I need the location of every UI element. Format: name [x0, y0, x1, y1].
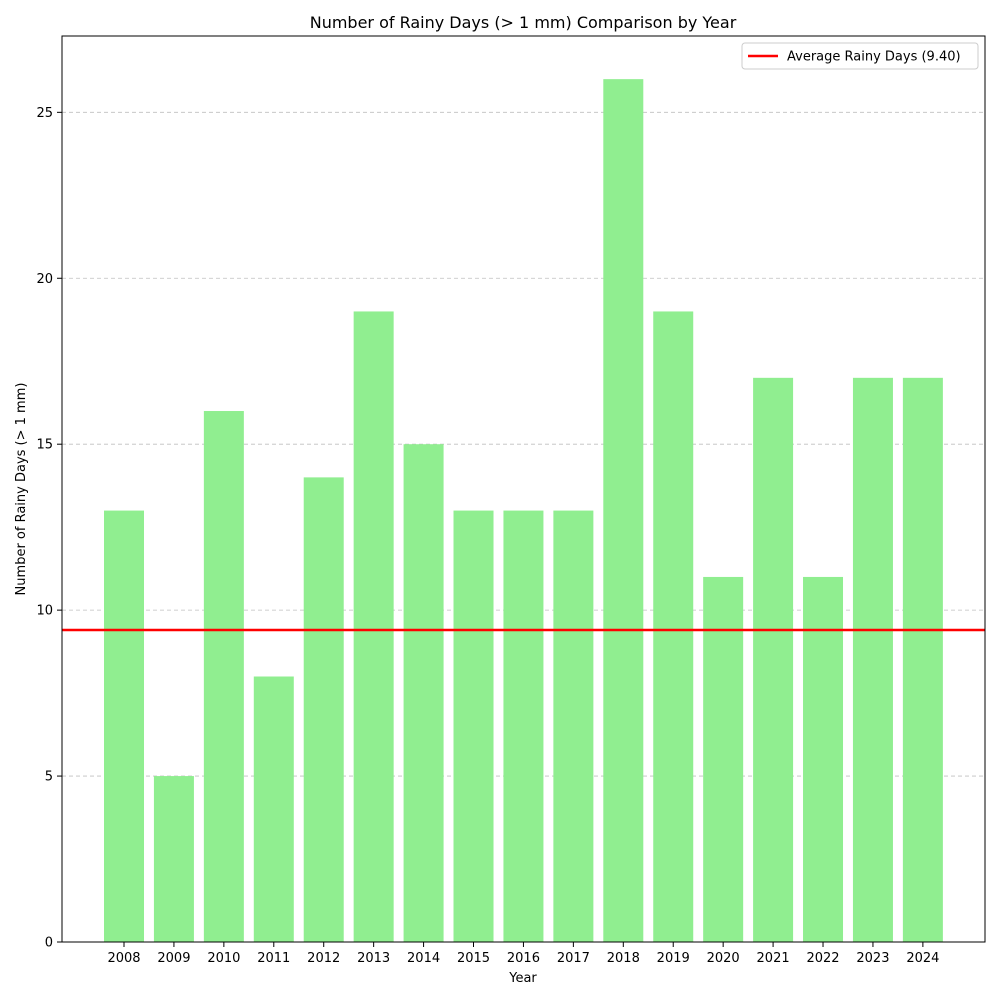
y-tick-label: 5	[45, 770, 53, 785]
x-tick-label: 2013	[357, 951, 390, 966]
x-tick-label: 2024	[906, 951, 939, 966]
x-tick-label: 2008	[107, 951, 140, 966]
y-tick-label: 15	[36, 438, 53, 453]
bar-2016	[503, 510, 544, 942]
bar-2020	[703, 576, 744, 942]
x-tick-label: 2022	[806, 951, 839, 966]
x-tick-label: 2021	[757, 951, 790, 966]
x-axis-ticks: 2008 2009 2010 2011 2012 2013 2014 2015 2016 2017…	[107, 942, 939, 966]
bar-2023	[852, 377, 893, 942]
bar-2019	[653, 311, 694, 942]
bar-2011	[253, 676, 294, 942]
x-tick-label: 2009	[157, 951, 190, 966]
bars	[104, 79, 943, 942]
bar-2008	[104, 510, 144, 942]
bar-2015	[453, 510, 494, 942]
x-tick-label: 2020	[707, 951, 740, 966]
chart-title: Number of Rainy Days (> 1 mm) Comparison…	[310, 13, 737, 32]
x-tick-label: 2014	[407, 951, 440, 966]
y-tick-label: 20	[36, 272, 53, 287]
x-tick-label: 2023	[856, 951, 889, 966]
legend-label: Average Rainy Days (9.40)	[787, 50, 961, 65]
x-tick-label: 2016	[507, 951, 540, 966]
legend: Average Rainy Days (9.40)	[741, 42, 979, 70]
y-tick-label: 0	[45, 936, 53, 951]
x-tick-label: 2012	[307, 951, 340, 966]
x-tick-label: 2011	[257, 951, 290, 966]
bar-2024	[902, 377, 943, 942]
y-tick-label: 25	[36, 106, 53, 121]
bar-2010	[203, 411, 244, 942]
bar-2017	[553, 510, 594, 942]
bar-2021	[753, 377, 794, 942]
bar-2022	[803, 576, 844, 942]
bar-2013	[353, 311, 394, 942]
x-axis-label: Year	[508, 971, 537, 986]
bar-2018	[603, 79, 644, 942]
bar-2012	[303, 477, 344, 942]
x-tick-label: 2010	[207, 951, 240, 966]
legend-box	[741, 42, 979, 70]
x-tick-label: 2019	[657, 951, 690, 966]
bar-2014	[403, 444, 444, 942]
bar-2009	[153, 776, 194, 942]
y-tick-label: 10	[36, 604, 53, 619]
x-tick-label: 2018	[607, 951, 640, 966]
x-tick-label: 2015	[457, 951, 490, 966]
x-tick-label: 2017	[557, 951, 590, 966]
y-axis-ticks: 0 5 10 15 20 25	[36, 106, 62, 951]
y-axis-label: Number of Rainy Days (> 1 mm)	[14, 383, 29, 596]
